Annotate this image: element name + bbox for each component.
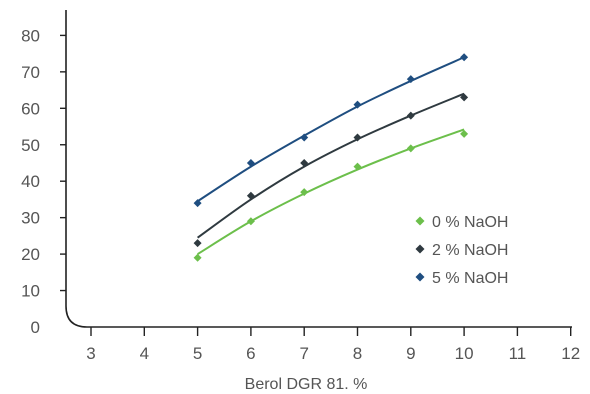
data-point-0-naoh [406, 144, 415, 153]
x-tick-label: 7 [299, 344, 308, 363]
data-point-5-naoh [246, 158, 255, 167]
trend-line-2-naoh [197, 92, 465, 239]
data-point-2-naoh [460, 93, 469, 102]
data-point-0-naoh [193, 253, 202, 262]
y-tick-label: 20 [21, 245, 40, 264]
data-point-2-naoh [246, 191, 255, 200]
legend-label-0-naoh: 0 % NaOH [432, 214, 508, 231]
legend-label-2-naoh: 2 % NaOH [432, 242, 508, 259]
legend: 0 % NaOH 2 % NaOH 5 % NaOH [415, 214, 508, 287]
data-point-0-naoh [353, 162, 362, 171]
y-tick-label: 30 [21, 209, 40, 228]
trend-lines [197, 56, 465, 255]
legend-label-5-naoh: 5 % NaOH [432, 270, 508, 287]
x-tick-label: 12 [561, 344, 580, 363]
data-point-5-naoh [300, 133, 309, 142]
data-point-0-naoh [460, 129, 469, 138]
y-tick-label: 50 [21, 136, 40, 155]
x-tick-label: 11 [509, 344, 527, 363]
data-points [193, 53, 469, 262]
y-tick-label: 70 [21, 63, 40, 82]
data-point-5-naoh [353, 100, 362, 109]
x-tick-label: 5 [193, 344, 202, 363]
x-axis-ticks: 3 4 5 6 7 8 9 10 11 12 [86, 327, 580, 363]
data-point-2-naoh [353, 133, 362, 142]
y-tick-label: 80 [21, 26, 40, 45]
x-tick-label: 3 [86, 344, 95, 363]
data-point-0-naoh [300, 188, 309, 197]
x-tick-label: 9 [406, 344, 415, 363]
data-point-2-naoh [193, 239, 202, 248]
trend-line-0-naoh [197, 128, 465, 255]
data-point-2-naoh [300, 158, 309, 167]
y-tick-label: 0 [31, 318, 40, 337]
x-tick-label: 4 [140, 344, 149, 363]
axes [65, 10, 572, 328]
legend-marker-0-naoh [415, 216, 425, 226]
data-point-5-naoh [193, 199, 202, 208]
legend-marker-5-naoh [415, 272, 425, 282]
data-point-5-naoh [460, 53, 469, 62]
x-axis-title: Berol DGR 81. % [245, 376, 368, 393]
y-tick-label: 40 [21, 172, 40, 191]
x-tick-label: 6 [246, 344, 255, 363]
axis-lines [65, 10, 572, 328]
x-tick-label: 8 [353, 344, 362, 363]
data-point-0-naoh [246, 217, 255, 226]
data-point-5-naoh [406, 75, 415, 84]
trend-line-5-naoh [197, 56, 465, 203]
y-axis-ticks: 0 10 20 30 40 50 60 70 80 [21, 26, 66, 337]
y-tick-label: 60 [21, 99, 40, 118]
y-tick-label: 10 [21, 282, 40, 301]
x-tick-label: 10 [455, 344, 474, 363]
legend-marker-2-naoh [415, 244, 425, 254]
data-point-2-naoh [406, 111, 415, 120]
